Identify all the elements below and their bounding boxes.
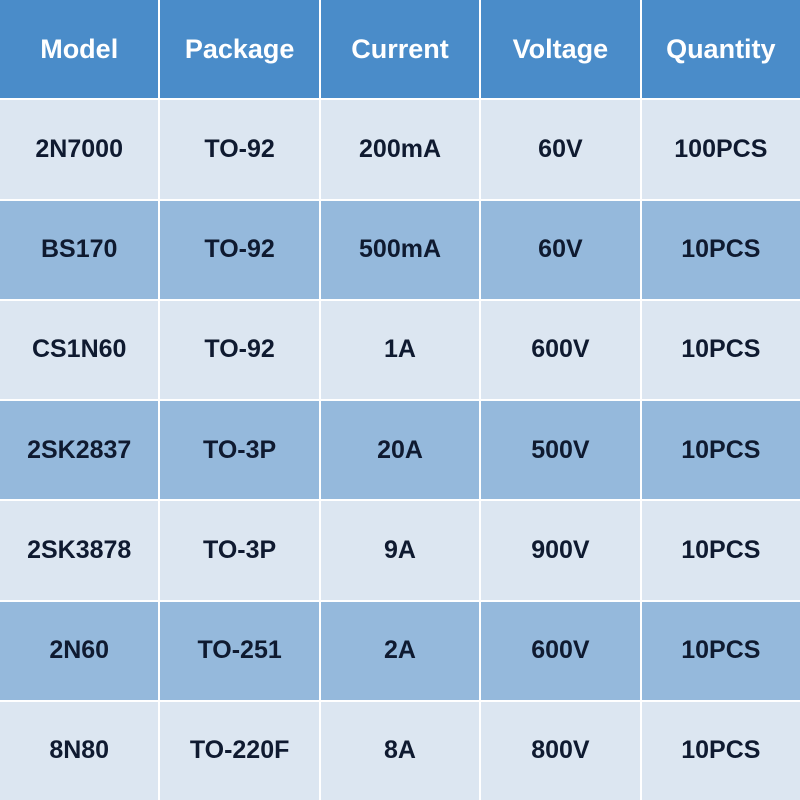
cell-current: 1A <box>321 301 479 399</box>
cell-quantity: 10PCS <box>642 501 800 599</box>
cell-package: TO-92 <box>160 301 318 399</box>
table-row: 8N80 TO-220F 8A 800V 10PCS <box>0 702 800 800</box>
cell-current: 2A <box>321 602 479 700</box>
cell-package: TO-220F <box>160 702 318 800</box>
table-row: 2N60 TO-251 2A 600V 10PCS <box>0 602 800 700</box>
cell-quantity: 10PCS <box>642 201 800 299</box>
cell-model: BS170 <box>0 201 158 299</box>
col-header-voltage: Voltage <box>481 0 639 98</box>
cell-model: 8N80 <box>0 702 158 800</box>
table-row: CS1N60 TO-92 1A 600V 10PCS <box>0 301 800 399</box>
cell-model: 2N7000 <box>0 100 158 198</box>
cell-package: TO-251 <box>160 602 318 700</box>
cell-model: 2SK3878 <box>0 501 158 599</box>
col-header-package: Package <box>160 0 318 98</box>
cell-current: 8A <box>321 702 479 800</box>
cell-voltage: 800V <box>481 702 639 800</box>
table-row: BS170 TO-92 500mA 60V 10PCS <box>0 201 800 299</box>
col-header-model: Model <box>0 0 158 98</box>
cell-current: 500mA <box>321 201 479 299</box>
cell-package: TO-92 <box>160 100 318 198</box>
cell-package: TO-3P <box>160 401 318 499</box>
cell-quantity: 10PCS <box>642 602 800 700</box>
cell-voltage: 600V <box>481 602 639 700</box>
cell-model: 2N60 <box>0 602 158 700</box>
col-header-quantity: Quantity <box>642 0 800 98</box>
cell-model: CS1N60 <box>0 301 158 399</box>
cell-quantity: 10PCS <box>642 301 800 399</box>
cell-quantity: 10PCS <box>642 401 800 499</box>
cell-current: 9A <box>321 501 479 599</box>
cell-package: TO-3P <box>160 501 318 599</box>
cell-quantity: 100PCS <box>642 100 800 198</box>
cell-voltage: 60V <box>481 201 639 299</box>
cell-voltage: 60V <box>481 100 639 198</box>
table-header-row: Model Package Current Voltage Quantity <box>0 0 800 98</box>
cell-current: 200mA <box>321 100 479 198</box>
cell-quantity: 10PCS <box>642 702 800 800</box>
components-table: Model Package Current Voltage Quantity 2… <box>0 0 800 800</box>
col-header-current: Current <box>321 0 479 98</box>
cell-voltage: 500V <box>481 401 639 499</box>
cell-voltage: 600V <box>481 301 639 399</box>
table-row: 2SK3878 TO-3P 9A 900V 10PCS <box>0 501 800 599</box>
table-row: 2N7000 TO-92 200mA 60V 100PCS <box>0 100 800 198</box>
cell-current: 20A <box>321 401 479 499</box>
cell-package: TO-92 <box>160 201 318 299</box>
cell-model: 2SK2837 <box>0 401 158 499</box>
table-row: 2SK2837 TO-3P 20A 500V 10PCS <box>0 401 800 499</box>
cell-voltage: 900V <box>481 501 639 599</box>
